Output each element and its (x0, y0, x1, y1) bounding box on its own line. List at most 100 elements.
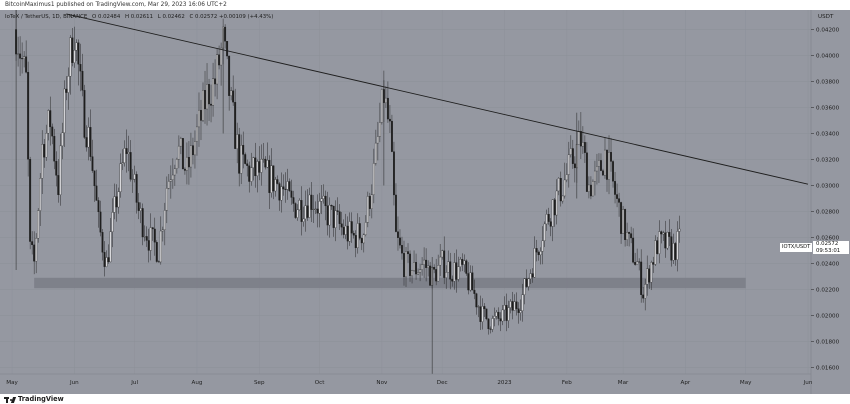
candle-body (354, 235, 357, 249)
candle-body (652, 262, 655, 265)
candle-body (185, 156, 188, 171)
candle-body (559, 178, 562, 202)
candle-body (330, 205, 333, 207)
candle-body (304, 205, 307, 220)
candle-body (73, 50, 76, 63)
candle-body (583, 142, 586, 153)
candle-body (348, 221, 351, 242)
candle-body (71, 37, 74, 63)
time-tick-label: May (6, 380, 18, 386)
candle-body (573, 163, 576, 169)
candle-body (555, 190, 558, 216)
candle-body (461, 259, 464, 265)
candle-body (324, 195, 327, 207)
price-chart[interactable]: USDT 0.04200 0.04000 0.03800 0.03600 0.03400… (0, 10, 850, 394)
candle-body (598, 160, 600, 167)
candle-body (368, 196, 371, 209)
candle-body (543, 223, 546, 241)
candle-body (183, 168, 186, 171)
candle-body (31, 241, 34, 246)
candle-body (274, 179, 277, 192)
candle-body (459, 259, 462, 267)
candle-body (268, 160, 271, 193)
candle-body (386, 97, 389, 120)
candle-body (254, 157, 257, 177)
candle-body (93, 170, 96, 187)
candle-body (469, 272, 472, 291)
descending-trendline[interactable] (66, 13, 809, 185)
candle-body (189, 145, 192, 168)
candle-body (413, 262, 415, 271)
candle-body (467, 273, 470, 291)
candle-body (473, 289, 476, 294)
candle-body (390, 120, 393, 152)
last-price: 0.02572 (816, 241, 839, 247)
candle-body (196, 126, 198, 142)
candle-body (332, 205, 335, 228)
candle-body (577, 131, 580, 145)
candle-body (320, 198, 323, 202)
candle-body (628, 232, 631, 234)
candle-body (89, 127, 92, 157)
candle-body (388, 118, 391, 122)
candle-body (372, 163, 375, 195)
candle-body (519, 310, 522, 313)
candle-body (23, 56, 26, 59)
candle-body (509, 301, 512, 308)
candle-body (244, 154, 247, 164)
candle-body (608, 151, 610, 180)
candle-body (47, 110, 50, 134)
candle-body (614, 181, 616, 195)
legend-high: H 0.02611 (124, 14, 154, 20)
candle-body (485, 308, 488, 320)
candle-body (292, 197, 295, 204)
candle-body (298, 200, 301, 211)
candle-body (33, 244, 36, 262)
candle-body (596, 166, 598, 172)
candle-body (569, 148, 572, 155)
price-tick-label: 0.02800 (816, 210, 840, 216)
candle-body (465, 260, 468, 274)
time-axis[interactable]: May Jun Jul Aug Sep Oct Nov Dec 2023 Feb Mar Apr May… (6, 380, 813, 386)
candle-body (650, 262, 653, 283)
candle-body (125, 148, 128, 154)
price-tick-label: 0.02200 (816, 288, 840, 294)
time-tick-label: Dec (437, 380, 448, 386)
candle-body (65, 88, 68, 93)
candle-body (411, 270, 413, 276)
candle-body (99, 211, 102, 233)
candle-body (429, 265, 432, 286)
candle-body (135, 174, 138, 203)
candle-body (423, 259, 426, 265)
price-tick-label: 0.03400 (816, 132, 840, 138)
legend-open: O 0.02484 (92, 14, 121, 20)
candle-body (81, 70, 84, 91)
candle-body (181, 138, 184, 170)
time-tick-label: Jun (69, 380, 79, 386)
candle-body (163, 210, 166, 230)
candle-body (43, 144, 46, 158)
candle-body (395, 194, 397, 232)
candle-body (356, 223, 359, 249)
candle-body (433, 267, 436, 270)
candle-body (55, 161, 58, 176)
time-tick-label: Oct (315, 380, 325, 386)
candle-body (234, 102, 237, 149)
tradingview-logo[interactable]: TradingView (4, 395, 64, 403)
candle-body (117, 191, 120, 208)
candle-body (491, 318, 494, 330)
price-axis[interactable]: 0.04200 0.04000 0.03800 0.03600 0.03400 0.032… (811, 28, 840, 372)
candle-body (549, 221, 552, 227)
candle-body (497, 311, 500, 319)
candle-body (374, 142, 377, 164)
candle-body (646, 268, 649, 285)
candle-body (350, 221, 353, 234)
candle-body (272, 165, 275, 192)
support-zone (34, 277, 746, 289)
candle-body (177, 145, 180, 160)
candle-body (668, 232, 671, 237)
candle-body (393, 151, 395, 196)
candle-body (204, 90, 206, 110)
chart-area[interactable]: USDT 0.04200 0.04000 0.03800 0.03600 0.03400… (0, 10, 850, 394)
candle-body (515, 301, 518, 309)
